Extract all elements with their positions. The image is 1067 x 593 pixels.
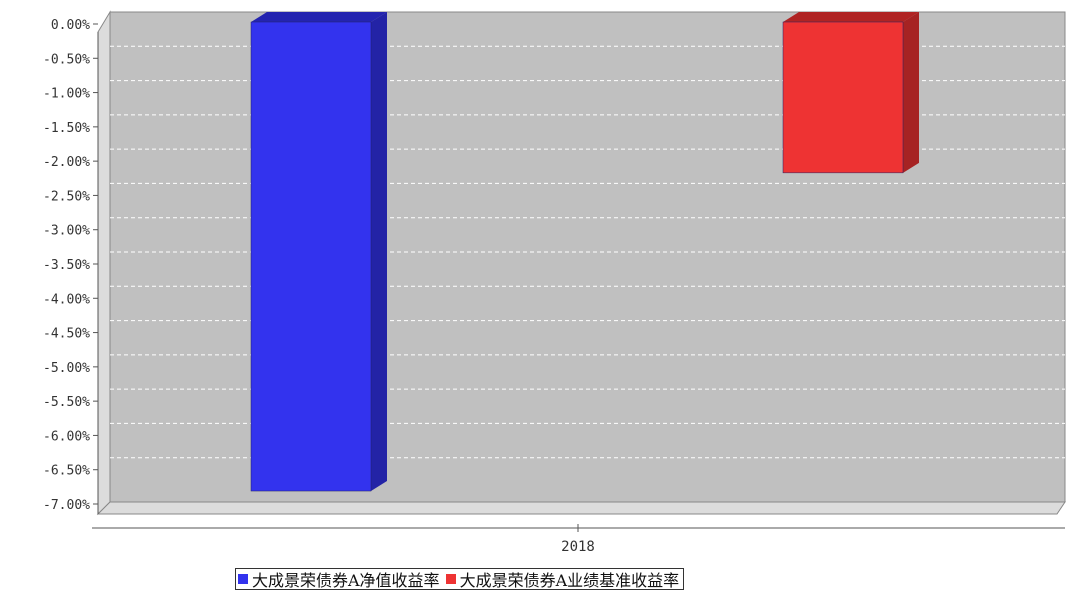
y-tick-label: -4.50%: [43, 327, 90, 342]
y-tick-label: -3.00%: [43, 224, 90, 239]
y-tick-label: -0.50%: [43, 52, 90, 67]
bar: [250, 21, 372, 492]
y-tick-label: -6.50%: [43, 464, 90, 479]
bar-top: [251, 12, 387, 22]
legend: 大成景荣债券A净值收益率 大成景荣债券A业绩基准收益率: [235, 567, 685, 591]
x-tick-label: 2018: [561, 539, 595, 555]
bar-side: [903, 12, 919, 173]
y-tick-label: -5.50%: [43, 395, 90, 410]
y-tick-label: -7.00%: [43, 498, 90, 513]
y-tick-label: 0.00%: [51, 18, 90, 33]
legend-item: 大成景荣债券A净值收益率: [238, 567, 440, 591]
y-tick-label: -2.00%: [43, 155, 90, 170]
y-tick-label: -3.50%: [43, 258, 90, 273]
bar-side: [371, 12, 387, 492]
left-wall: [97, 10, 111, 516]
y-tick-label: -6.00%: [43, 429, 90, 444]
legend-swatch: [238, 574, 248, 584]
y-tick-label: -1.00%: [43, 87, 90, 102]
y-tick-label: -1.50%: [43, 121, 90, 136]
bar: [782, 21, 904, 174]
floor: [96, 501, 1066, 515]
legend-item: 大成景荣债券A业绩基准收益率: [445, 567, 680, 591]
y-tick-label: -5.00%: [43, 361, 90, 376]
legend-label: 大成景荣债券A净值收益率: [252, 571, 440, 590]
bar-top: [783, 12, 919, 22]
y-tick-label: -4.00%: [43, 292, 90, 307]
y-tick-label: -2.50%: [43, 189, 90, 204]
legend-label: 大成景荣债券A业绩基准收益率: [459, 571, 680, 590]
legend-swatch: [445, 574, 456, 584]
